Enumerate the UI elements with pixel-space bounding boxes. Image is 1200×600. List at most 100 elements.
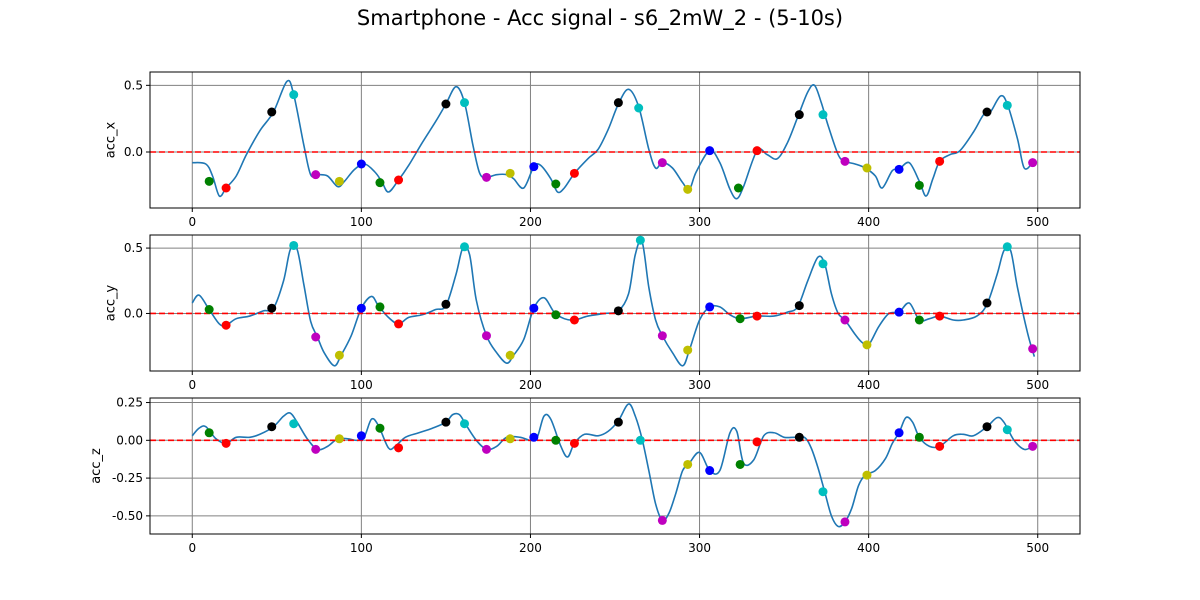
x-tick-label: 300 — [688, 378, 711, 392]
x-tick-label: 100 — [350, 541, 373, 555]
y-axis-label: acc_y — [103, 284, 118, 321]
data-point-marker — [221, 183, 231, 193]
data-point-marker — [935, 156, 945, 166]
data-point-marker — [334, 434, 344, 444]
data-point-marker — [735, 314, 745, 324]
x-tick-label: 0 — [188, 215, 196, 229]
data-point-marker — [551, 310, 561, 320]
data-point-marker — [375, 302, 385, 312]
data-point-marker — [267, 422, 277, 432]
x-tick-label: 400 — [857, 215, 880, 229]
x-tick-label: 0 — [188, 378, 196, 392]
data-point-marker — [505, 434, 515, 444]
data-point-marker — [862, 163, 872, 173]
x-tick-label: 500 — [1026, 215, 1049, 229]
data-point-marker — [613, 306, 623, 316]
data-point-marker — [481, 331, 491, 341]
data-point-marker — [375, 178, 385, 188]
data-point-marker — [551, 179, 561, 189]
y-tick-label: 0.5 — [124, 241, 143, 255]
data-point-marker — [657, 331, 667, 341]
data-point-marker — [657, 158, 667, 168]
y-axis-label: acc_z — [89, 448, 104, 484]
axes-frame — [149, 71, 1081, 209]
axes-frame — [149, 234, 1081, 372]
data-point-marker — [529, 432, 539, 442]
y-tick-label: -0.25 — [112, 471, 143, 485]
signal-line — [191, 403, 1034, 528]
y-tick-label: 0.0 — [124, 145, 143, 159]
data-point-marker — [613, 417, 623, 427]
data-point-marker — [894, 428, 904, 438]
data-point-marker — [267, 303, 277, 313]
data-point-marker — [683, 459, 693, 469]
data-point-marker — [683, 345, 693, 355]
data-point-marker — [634, 103, 644, 113]
y-axis-label: acc_x — [103, 121, 118, 158]
data-point-marker — [914, 315, 924, 325]
x-tick-label: 200 — [519, 378, 542, 392]
data-point-marker — [481, 172, 491, 182]
data-point-marker — [635, 435, 645, 445]
data-point-marker — [289, 240, 299, 250]
data-point-marker — [613, 98, 623, 108]
y-tick-label: 0.0 — [124, 306, 143, 320]
x-tick-label: 200 — [519, 215, 542, 229]
data-point-marker — [1028, 441, 1038, 451]
data-point-marker — [752, 146, 762, 156]
y-tick-label: -0.50 — [112, 509, 143, 523]
data-point-marker — [356, 159, 366, 169]
x-tick-label: 400 — [857, 378, 880, 392]
data-point-marker — [914, 432, 924, 442]
data-point-marker — [460, 98, 470, 108]
x-tick-label: 100 — [350, 378, 373, 392]
data-point-marker — [460, 419, 470, 429]
x-tick-label: 200 — [519, 541, 542, 555]
data-point-marker — [569, 315, 579, 325]
data-point-marker — [505, 350, 515, 360]
data-point-marker — [441, 417, 451, 427]
x-tick-label: 400 — [857, 541, 880, 555]
data-point-marker — [311, 444, 321, 454]
data-point-marker — [394, 175, 404, 185]
data-point-marker — [818, 259, 828, 269]
data-point-marker — [441, 99, 451, 109]
data-point-marker — [818, 110, 828, 120]
data-point-marker — [794, 432, 804, 442]
data-point-marker — [657, 515, 667, 525]
data-point-marker — [289, 90, 299, 100]
x-tick-label: 300 — [688, 541, 711, 555]
data-point-marker — [733, 183, 743, 193]
data-point-marker — [204, 305, 214, 315]
data-point-marker — [752, 311, 762, 321]
data-point-marker — [705, 466, 715, 476]
data-point-marker — [311, 170, 321, 180]
x-tick-label: 500 — [1026, 541, 1049, 555]
data-point-marker — [914, 180, 924, 190]
data-point-marker — [705, 146, 715, 156]
data-point-marker — [752, 437, 762, 447]
data-point-marker — [935, 441, 945, 451]
data-point-marker — [267, 107, 277, 117]
data-point-marker — [1002, 242, 1012, 252]
data-point-marker — [1002, 100, 1012, 110]
axes-frame — [149, 397, 1081, 535]
data-point-marker — [1002, 425, 1012, 435]
data-point-marker — [794, 110, 804, 120]
x-tick-label: 100 — [350, 215, 373, 229]
x-tick-label: 500 — [1026, 378, 1049, 392]
data-point-marker — [735, 459, 745, 469]
subplot-acc-x: 0 100 200 300 400 500 0.0 0.5 acc_x — [103, 71, 1081, 229]
data-point-marker — [569, 168, 579, 178]
subplot-acc-z: 0 100 200 300 400 500 0.25 0.00 -0.25 -0.50 acc_z — [89, 396, 1081, 555]
figure-title: Smartphone - Acc signal - s6_2mW_2 - (5-… — [356, 6, 844, 30]
data-point-marker — [334, 350, 344, 360]
data-point-marker — [982, 422, 992, 432]
data-point-marker — [982, 298, 992, 308]
data-point-marker — [529, 303, 539, 313]
data-point-marker — [221, 438, 231, 448]
x-tick-label: 0 — [188, 541, 196, 555]
data-point-marker — [441, 299, 451, 309]
data-point-marker — [935, 311, 945, 321]
